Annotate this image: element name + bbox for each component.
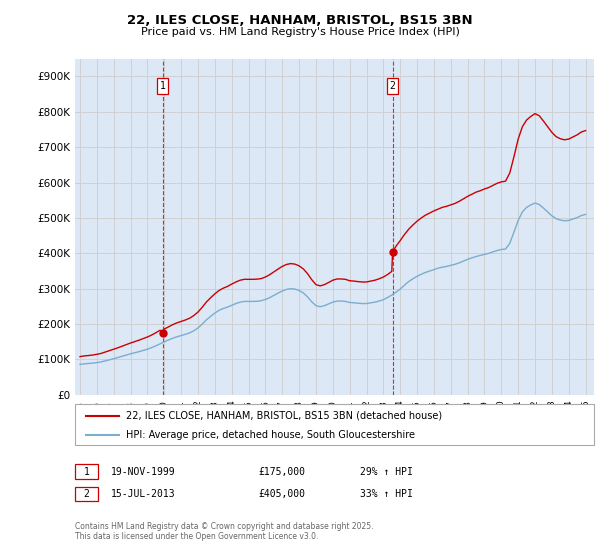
Text: 22, ILES CLOSE, HANHAM, BRISTOL, BS15 3BN: 22, ILES CLOSE, HANHAM, BRISTOL, BS15 3B… — [127, 14, 473, 27]
Text: £405,000: £405,000 — [258, 489, 305, 499]
Text: 1: 1 — [160, 81, 166, 91]
Text: Price paid vs. HM Land Registry's House Price Index (HPI): Price paid vs. HM Land Registry's House … — [140, 27, 460, 37]
Text: 15-JUL-2013: 15-JUL-2013 — [111, 489, 176, 499]
Text: 2: 2 — [83, 489, 89, 499]
Text: 19-NOV-1999: 19-NOV-1999 — [111, 466, 176, 477]
Text: 33% ↑ HPI: 33% ↑ HPI — [360, 489, 413, 499]
Text: HPI: Average price, detached house, South Gloucestershire: HPI: Average price, detached house, Sout… — [126, 430, 415, 440]
Text: 2: 2 — [389, 81, 395, 91]
Text: Contains HM Land Registry data © Crown copyright and database right 2025.
This d: Contains HM Land Registry data © Crown c… — [75, 522, 373, 542]
Text: £175,000: £175,000 — [258, 466, 305, 477]
Text: 29% ↑ HPI: 29% ↑ HPI — [360, 466, 413, 477]
Text: 22, ILES CLOSE, HANHAM, BRISTOL, BS15 3BN (detached house): 22, ILES CLOSE, HANHAM, BRISTOL, BS15 3B… — [126, 411, 442, 421]
Text: 1: 1 — [83, 466, 89, 477]
